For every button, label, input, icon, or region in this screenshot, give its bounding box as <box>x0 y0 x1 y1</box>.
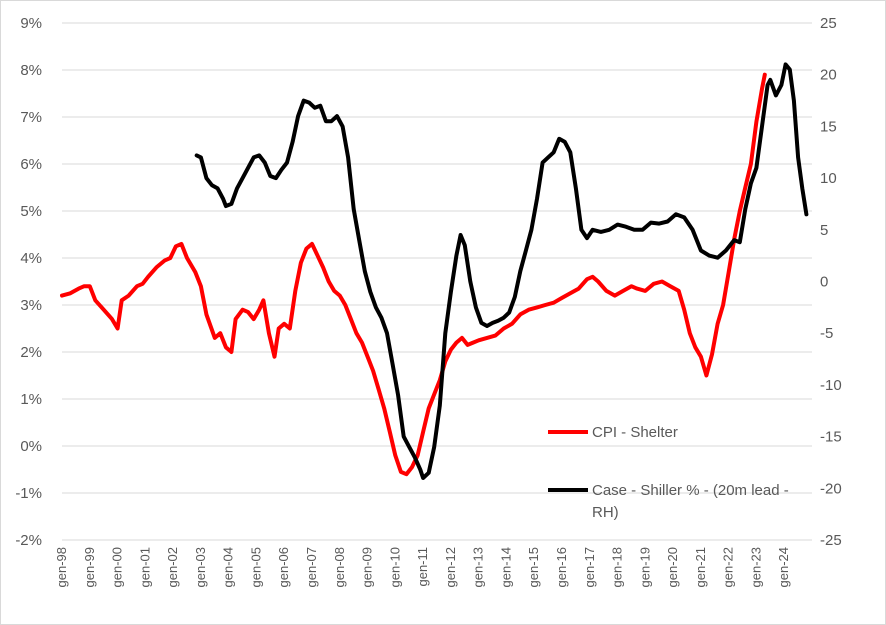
x-tick-label: gen-10 <box>387 547 402 587</box>
x-tick-label: gen-99 <box>82 547 97 587</box>
x-tick-label: gen-19 <box>637 547 652 587</box>
left-tick-label: 3% <box>20 297 42 314</box>
x-tick-label: gen-13 <box>471 547 486 587</box>
right-tick-label: -10 <box>820 377 842 394</box>
legend-label-0: CPI - Shelter <box>592 424 678 441</box>
left-tick-label: 0% <box>20 438 42 455</box>
x-tick-label: gen-05 <box>248 547 263 587</box>
x-tick-label: gen-11 <box>415 547 430 587</box>
left-tick-label: 4% <box>20 250 42 267</box>
grid-lines <box>62 22 812 541</box>
x-tick-label: gen-08 <box>332 547 347 587</box>
x-tick-label: gen-23 <box>748 547 763 587</box>
right-tick-label: -15 <box>820 429 842 446</box>
x-tick-label: gen-98 <box>54 547 69 587</box>
right-tick-label: 5 <box>820 222 828 239</box>
right-tick-label: -20 <box>820 480 842 497</box>
right-tick-label: -25 <box>820 532 842 549</box>
right-tick-label: 25 <box>820 15 837 32</box>
left-tick-label: 8% <box>20 62 42 79</box>
x-tick-label: gen-04 <box>221 547 236 587</box>
left-tick-label: 7% <box>20 109 42 126</box>
x-tick-label: gen-22 <box>721 547 736 587</box>
x-tick-label: gen-09 <box>360 547 375 587</box>
left-tick-label: 1% <box>20 391 42 408</box>
left-tick-label: 5% <box>20 203 42 220</box>
legend: CPI - Shelter Case - Shiller % - (20m lea… <box>548 424 789 521</box>
right-axis: -25 -20 -15 -10 -5 0 5 10 15 20 25 <box>820 15 842 549</box>
x-tick-label: gen-20 <box>665 547 680 587</box>
x-axis: gen-98 gen-99 gen-00 gen-01 gen-02 gen-03 gen-… <box>54 547 791 587</box>
x-tick-label: gen-07 <box>304 547 319 587</box>
series-line-case-shiller <box>194 62 809 480</box>
legend-label-1: RH) <box>592 504 619 521</box>
left-tick-label: 9% <box>20 15 42 32</box>
x-tick-label: gen-01 <box>137 547 152 587</box>
x-tick-label: gen-06 <box>276 547 291 587</box>
left-tick-label: 2% <box>20 344 42 361</box>
x-tick-label: gen-02 <box>165 547 180 587</box>
right-tick-label: 20 <box>820 67 837 84</box>
x-tick-label: gen-24 <box>776 547 791 587</box>
series-line-cpi-shelter <box>60 72 767 477</box>
x-tick-label: gen-12 <box>443 547 458 587</box>
left-axis: -2% -1% 0% 1% 2% 3% 4% 5% 6% 7% 8% 9% <box>15 15 42 549</box>
x-tick-label: gen-03 <box>193 547 208 587</box>
x-tick-label: gen-00 <box>110 547 125 587</box>
right-tick-label: 15 <box>820 118 837 135</box>
x-tick-label: gen-15 <box>526 547 541 587</box>
right-tick-label: 0 <box>820 274 828 291</box>
x-tick-label: gen-21 <box>693 547 708 587</box>
x-tick-label: gen-14 <box>498 547 513 587</box>
left-tick-label: -2% <box>15 532 42 549</box>
x-tick-label: gen-17 <box>582 547 597 587</box>
left-tick-label: -1% <box>15 485 42 502</box>
x-tick-label: gen-18 <box>610 547 625 587</box>
right-tick-label: 10 <box>820 170 837 187</box>
left-tick-label: 6% <box>20 156 42 173</box>
legend-label-1: Case - Shiller % - (20m lead - <box>592 482 789 499</box>
right-tick-label: -5 <box>820 325 833 342</box>
series-group <box>60 62 809 480</box>
x-tick-label: gen-16 <box>554 547 569 587</box>
